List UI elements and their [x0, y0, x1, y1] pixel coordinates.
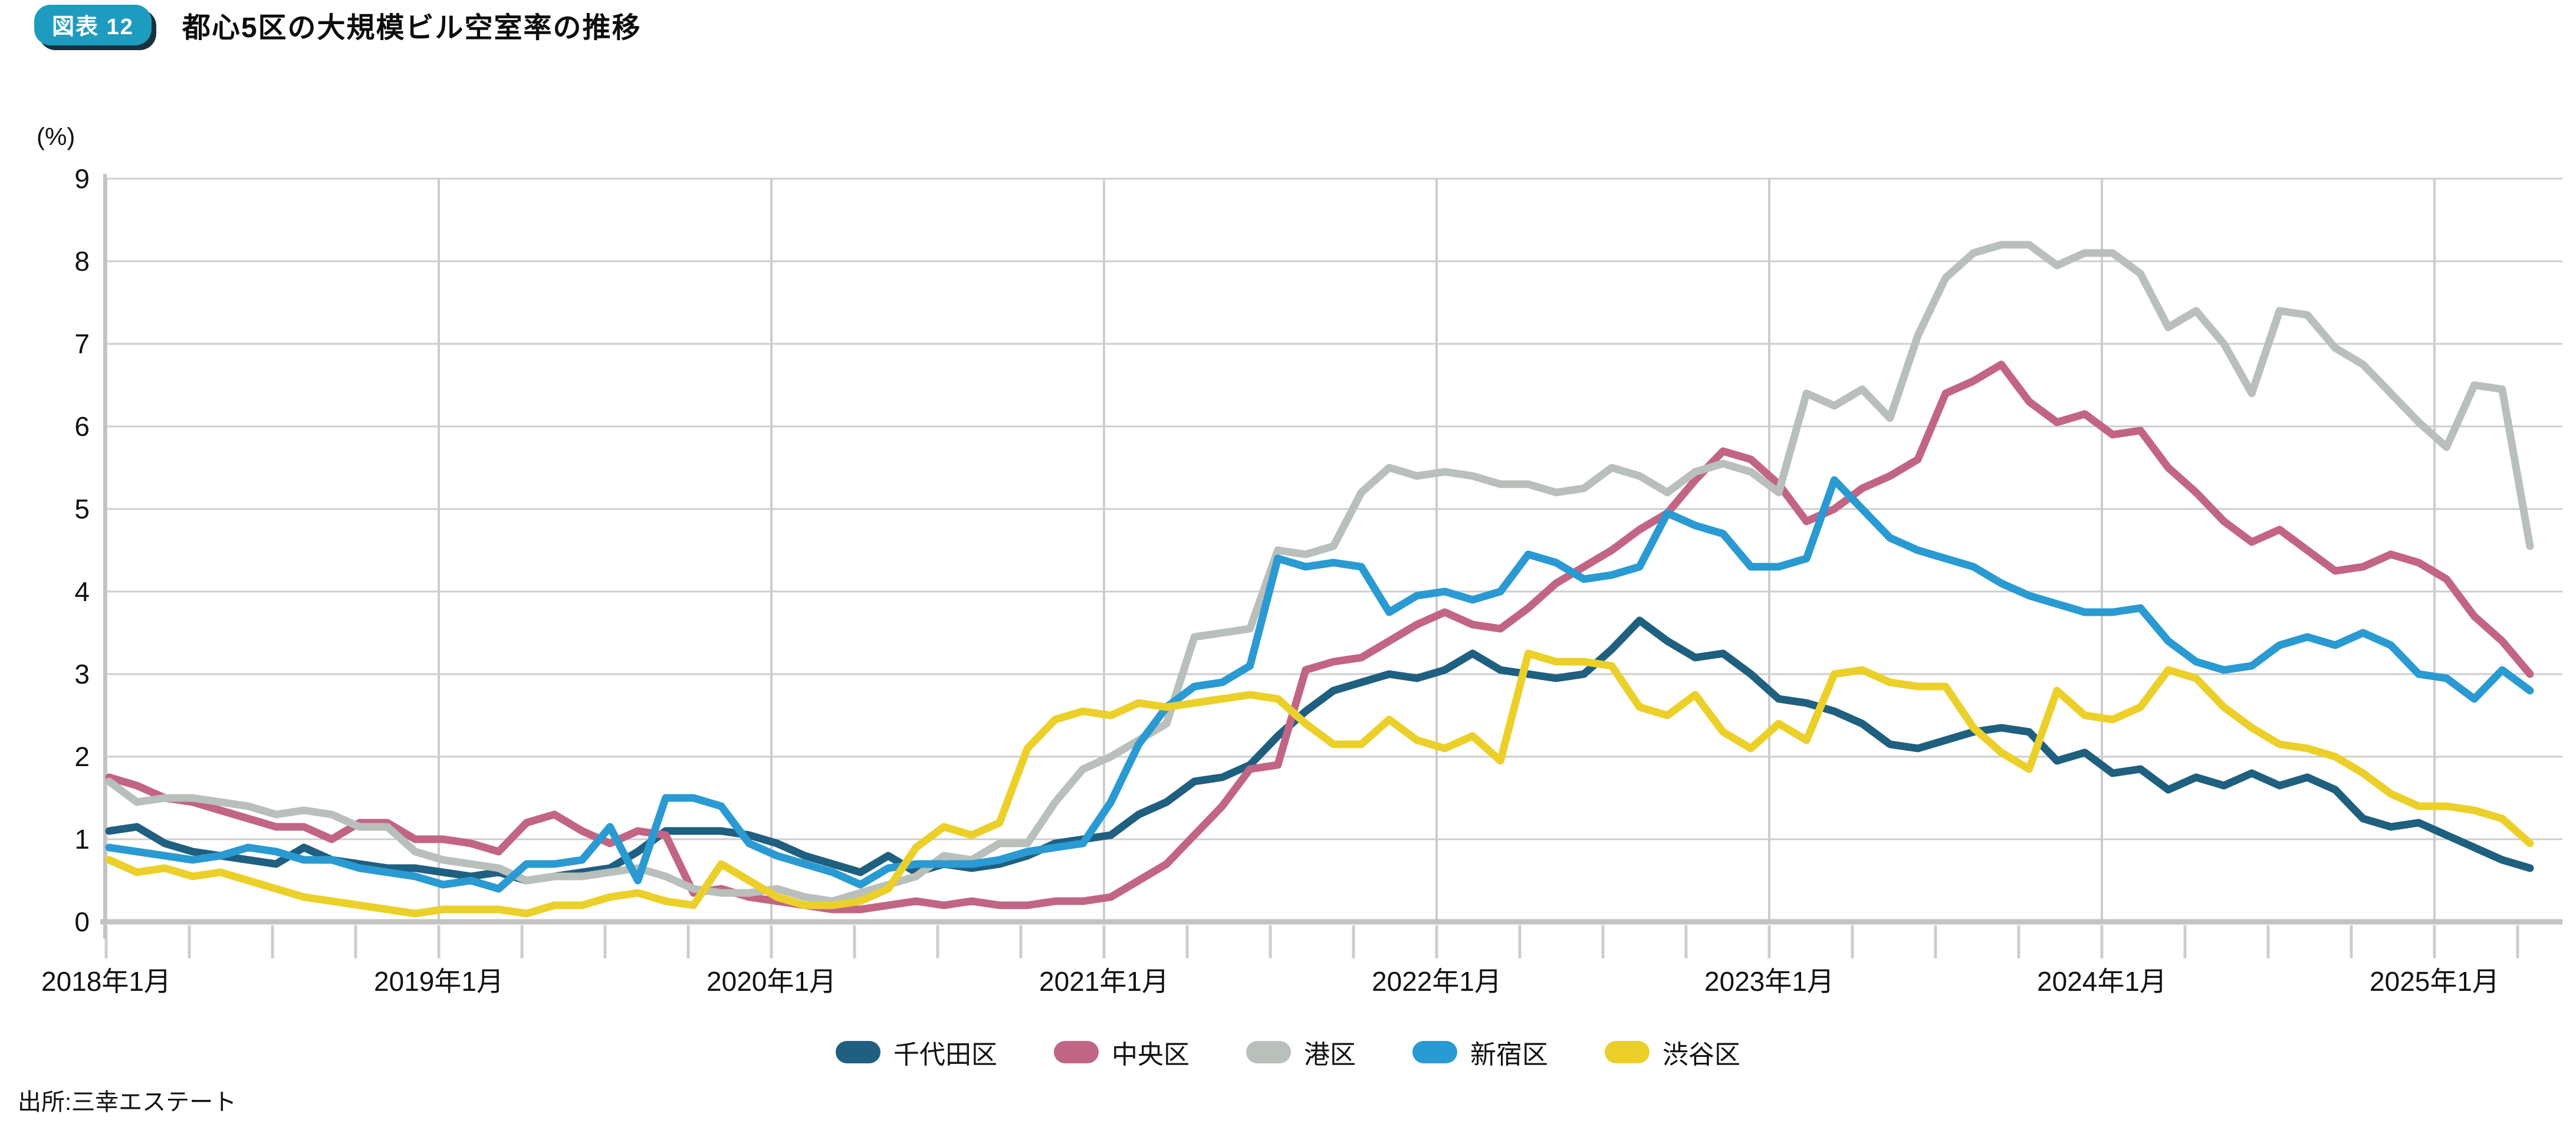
legend-label: 渋谷区	[1662, 1040, 1740, 1069]
x-axis-tick-label: 2022年1月	[1372, 966, 1501, 997]
legend-label: 新宿区	[1470, 1040, 1548, 1069]
x-axis-tick-label: 2018年1月	[41, 966, 171, 997]
legend-swatch-icon	[1412, 1041, 1457, 1063]
legend-swatch-icon	[1605, 1041, 1650, 1063]
y-axis-tick-label: 2	[74, 741, 90, 772]
legend-label: 中央区	[1112, 1040, 1190, 1069]
chart-legend: 千代田区 中央区 港区 新宿区 渋谷区	[0, 1033, 2576, 1071]
series-line-渋谷区	[105, 649, 2534, 918]
legend-label: 千代田区	[893, 1040, 997, 1069]
legend-label: 港区	[1304, 1040, 1356, 1069]
y-axis-tick-label: 5	[74, 494, 90, 524]
source-note: 出所:三幸エステート	[18, 1089, 237, 1115]
y-axis-tick-label: 4	[74, 576, 90, 607]
series-line-新宿区	[105, 476, 2534, 893]
x-axis-tick-label: 2020年1月	[707, 966, 836, 997]
y-axis-tick-label: 0	[74, 906, 90, 937]
figure-number-badge: 図表 12	[34, 4, 152, 45]
y-axis-tick-label: 3	[74, 659, 90, 689]
legend-item-新宿区: 新宿区	[1412, 1033, 1548, 1071]
x-axis-tick-label: 2021年1月	[1039, 966, 1169, 997]
x-axis-tick-label: 2019年1月	[374, 966, 504, 997]
page-title: 都心5区の大規模ビル空室率の推移	[182, 12, 642, 44]
y-axis-tick-label: 8	[74, 246, 90, 277]
legend-swatch-icon	[1054, 1041, 1099, 1063]
y-axis-tick-label: 6	[74, 411, 90, 442]
figure-header: 図表 12 都心5区の大規模ビル空室率の推移	[34, 4, 642, 45]
legend-item-港区: 港区	[1246, 1033, 1356, 1071]
x-axis-tick-label: 2025年1月	[2370, 966, 2499, 997]
y-axis-tick-label: 9	[74, 163, 90, 194]
series-line-中央区	[105, 360, 2534, 914]
legend-swatch-icon	[836, 1041, 880, 1063]
legend-item-千代田区: 千代田区	[836, 1033, 997, 1071]
y-axis-tick-label: 7	[74, 329, 90, 359]
y-axis-unit-label: (%)	[37, 123, 75, 150]
x-axis-tick-label: 2024年1月	[2037, 966, 2167, 997]
legend-swatch-icon	[1246, 1041, 1291, 1063]
y-axis-tick-label: 1	[74, 824, 90, 855]
legend-item-渋谷区: 渋谷区	[1605, 1033, 1740, 1071]
x-axis-tick-label: 2023年1月	[1704, 966, 1834, 997]
legend-item-中央区: 中央区	[1054, 1033, 1190, 1071]
